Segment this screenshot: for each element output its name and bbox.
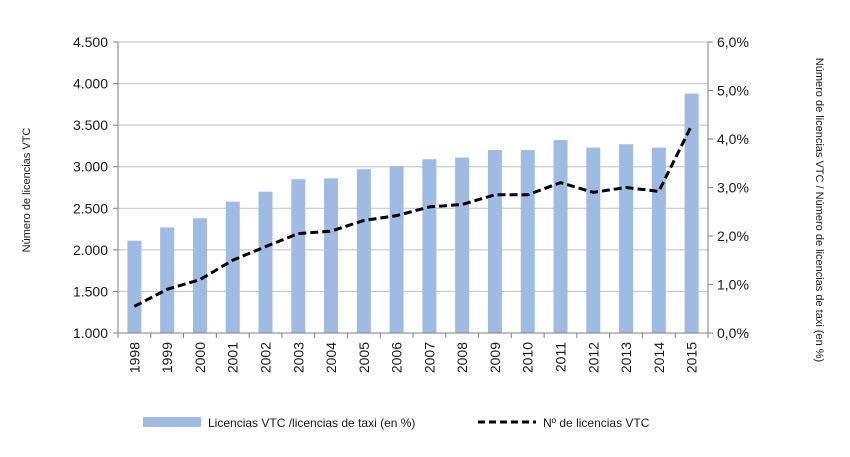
y-right-tick-label: 6,0% xyxy=(717,34,749,50)
bar xyxy=(455,157,470,333)
x-tick-label: 2010 xyxy=(520,342,536,373)
y-left-tick-label: 2.500 xyxy=(73,200,108,216)
bar xyxy=(389,165,404,333)
x-tick-label: 2012 xyxy=(585,342,601,373)
legend-swatch-bars xyxy=(143,417,201,427)
y-right-tick-label: 0,0% xyxy=(717,325,749,341)
x-tick-label: 1999 xyxy=(159,342,175,373)
bar xyxy=(586,147,601,333)
y-right-tick-label: 3,0% xyxy=(717,180,749,196)
x-tick-label: 2011 xyxy=(553,342,569,372)
y-left-tick-label: 1.500 xyxy=(73,283,108,299)
bar xyxy=(520,150,535,333)
bar xyxy=(422,159,437,333)
x-tick-label: 2014 xyxy=(651,342,667,373)
y-right-tick-label: 1,0% xyxy=(717,277,749,293)
bar xyxy=(291,179,306,333)
x-tick-label: 2001 xyxy=(225,342,241,373)
bar xyxy=(258,191,273,333)
bar xyxy=(127,240,142,333)
y-left-tick-label: 1.000 xyxy=(73,325,108,341)
y-left-tick-label: 3.000 xyxy=(73,159,108,175)
y-left-tick-label: 2.000 xyxy=(73,242,108,258)
bar xyxy=(651,147,666,333)
x-tick-label: 2002 xyxy=(258,342,274,373)
x-tick-label: 2005 xyxy=(356,342,372,373)
bar xyxy=(192,218,207,333)
legend-label-bars: Licencias VTC /licencias de taxi (en %) xyxy=(208,416,415,430)
y-left-tick-label: 4.000 xyxy=(73,76,108,92)
bar xyxy=(356,169,371,333)
series-line xyxy=(133,124,693,308)
y-right-tick-label: 2,0% xyxy=(717,228,749,244)
x-tick-label: 2013 xyxy=(618,342,634,373)
bar xyxy=(553,140,568,333)
y-left-tick-label: 4.500 xyxy=(73,34,108,50)
y-left-tick-label: 3.500 xyxy=(73,117,108,133)
y-right-tick-label: 4,0% xyxy=(717,131,749,147)
x-tick-label: 2003 xyxy=(290,342,306,373)
y-axis-right-title: Número de licencias VTC / Número de lice… xyxy=(813,58,825,362)
legend: Licencias VTC /licencias de taxi (en %) … xyxy=(143,416,650,430)
bar xyxy=(684,93,699,333)
x-tick-label: 2000 xyxy=(192,342,208,373)
y-right-tick-label: 5,0% xyxy=(717,83,749,99)
bar xyxy=(160,227,175,333)
bar xyxy=(225,201,240,333)
bar xyxy=(324,178,339,333)
y-axis-left-title: Número de licencias VTC xyxy=(21,128,33,253)
x-tick-label: 1998 xyxy=(126,342,142,373)
bar xyxy=(487,150,502,333)
legend-label-line: Nº de licencias VTC xyxy=(543,416,650,430)
x-tick-label: 2015 xyxy=(684,342,700,373)
x-tick-label: 2009 xyxy=(487,342,503,373)
x-tick-label: 2006 xyxy=(389,342,405,373)
x-tick-label: 2004 xyxy=(323,342,339,373)
x-tick-label: 2007 xyxy=(421,342,437,373)
bar xyxy=(619,144,634,333)
x-tick-label: 2008 xyxy=(454,342,470,373)
